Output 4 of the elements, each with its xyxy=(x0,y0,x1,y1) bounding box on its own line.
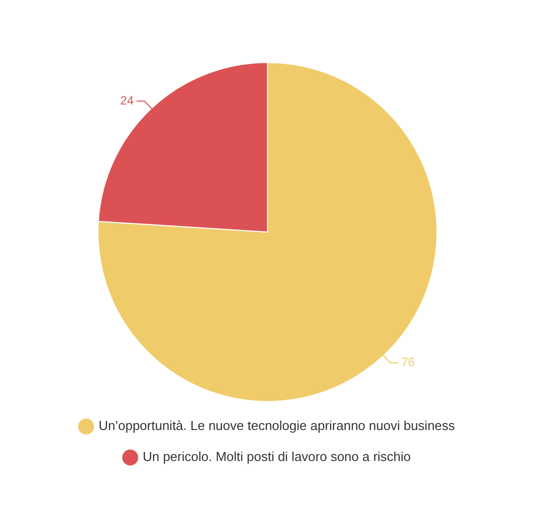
data-label: 24 xyxy=(120,93,134,108)
data-label: 76 xyxy=(401,355,416,370)
legend-label: Un’opportunità. Le nuove tecnologie apriranno nuovi business xyxy=(98,418,456,434)
legend-label: Un pericolo. Molti posti di lavoro sono a rischio xyxy=(142,449,411,464)
